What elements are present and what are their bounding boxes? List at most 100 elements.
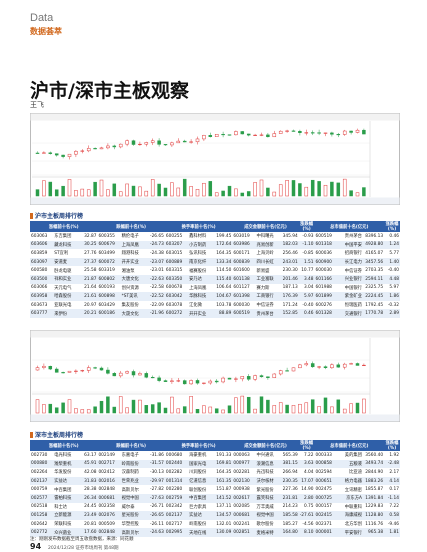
chart-decoration [189,396,193,414]
table-cell: 1792.45 [365,302,384,308]
table-cell: -24.63 [146,528,165,537]
header-section: 数据荟萃 [30,27,62,36]
table-cell: -22.09 [150,302,164,308]
chart-decoration [362,364,366,367]
chart-decoration [355,402,360,414]
chart-decoration [272,191,277,197]
table-cell: 招商银行 [344,251,362,257]
table-cell: 2844.90 [365,469,384,475]
chart-decoration [221,377,225,383]
table-cell: 28.38 [84,487,97,493]
table-cell: 601398 [232,292,256,301]
table-cell: 600355 [98,233,115,239]
table-cell: 华塑控股 [121,522,139,528]
table-cell: 精伦电子 [121,234,139,240]
table-cell: 1770.78 [362,309,385,318]
chart-decoration [35,399,40,414]
table-cell: 亿道信息 [188,476,215,486]
chart-decoration [323,184,328,197]
table-cell: 600036 [315,250,332,256]
chart-decoration [144,405,149,414]
table-cell: 002759 [164,493,189,503]
chart-decoration [157,402,161,414]
table-cell: 贵州茅台 [255,309,281,318]
chart-decoration [131,399,136,414]
table-cell: 600839 [232,257,256,267]
chart-decoration [74,370,78,372]
chart-decoration [30,197,400,205]
chart-decoration [310,399,315,414]
table-cell: -24.73 [146,240,165,250]
table-cell: -22.58 [150,285,164,291]
table-cell: 海康威视 [337,511,363,520]
table-cell: 603986 [232,240,256,250]
table-cell: 601988 [315,285,332,291]
table-cell: 000651 [314,476,338,486]
table-cell: 000725 [314,493,338,503]
table-cell: 2325.75 [365,285,384,291]
chart-decoration [330,132,334,135]
chart-decoration [304,363,309,366]
chart-decoration [35,189,40,197]
chart-decoration [285,404,289,414]
table-cell: 191.33 [216,452,232,458]
chart-decoration [74,151,78,155]
table-cell: -31.57 [146,459,165,469]
table-cell: 603063 [31,233,48,239]
column-header: 成交金额前十名(亿元) [232,440,299,451]
column-header: 涨跌幅(%) [384,440,400,451]
table-cell: 600900 [314,257,338,267]
table-cell: 600580 [31,268,48,274]
chart-decoration [74,408,78,414]
table-cell: 4928.80 [362,240,385,250]
chart-decoration [131,185,136,197]
chart-decoration [86,189,91,197]
chart-decoration [30,330,400,422]
table-cell: 002282 [165,469,183,475]
table-cell: 88.89 [214,309,233,318]
chart-decoration [189,186,193,197]
chart-decoration [118,372,123,377]
table-cell: 600272 [164,309,189,318]
table-cell: -0.32 [387,302,399,308]
table-cell: 164.35 [216,250,232,256]
table-row: 603066 天元电气 21.64 600193 创兴资源 -22.58 600678 上海凤… [30,284,400,293]
table-cell: 紫金矿业 [337,292,363,301]
table-row: 603859 ST宜利 27.76 603499 翔港科技 -24.38 603015 弘讯科… [30,249,400,258]
table-cell: 五粮液 [337,459,363,469]
table-cell: 002342 [165,504,183,510]
table-cell: 32.87 [84,233,97,239]
chart-decoration [112,183,117,197]
table-cell: 工商银行 [255,292,281,301]
chart-decoration [48,365,53,370]
chart-decoration [342,130,347,135]
chart-decoration [99,179,104,197]
chart-decoration [202,405,206,414]
table-cell: -0.93 [302,233,314,239]
chart-decoration [35,367,40,371]
column-header: 总市值前十名(亿元) [314,221,385,232]
table-cell: 600193 [98,285,115,291]
table-row: 002730 电光科技 63.17 002149 东嘉电子 -31.86 000680 海豪重… [30,451,400,460]
chart-decoration [30,113,400,121]
table-cell: 兴业银行 [337,274,363,284]
chart-decoration [285,180,289,197]
table-cell: 20.21 [79,309,98,318]
chart-decoration [310,363,315,368]
table-cell: 来伊份 [53,309,80,318]
table-cell: 0.17 [389,487,399,493]
table-cell: 24.45 [84,504,97,510]
table-cell: 小方制药 [188,240,215,250]
table-cell: 600802 [97,274,121,284]
chart-decoration [42,180,46,197]
table-cell: 002137 [30,476,54,486]
chart-decoration [61,185,65,197]
chart-decoration [170,182,174,197]
table-cell: 亚联光电 [54,303,72,309]
table-cell: 中信证券 [344,268,362,274]
table-cell: 华发股份 [54,470,72,476]
table-cell: 002995 [164,528,189,537]
table-cell: 000680 [165,452,183,458]
table-cell: 27.76 [84,250,97,256]
table-cell: 荣联科技 [54,522,72,528]
